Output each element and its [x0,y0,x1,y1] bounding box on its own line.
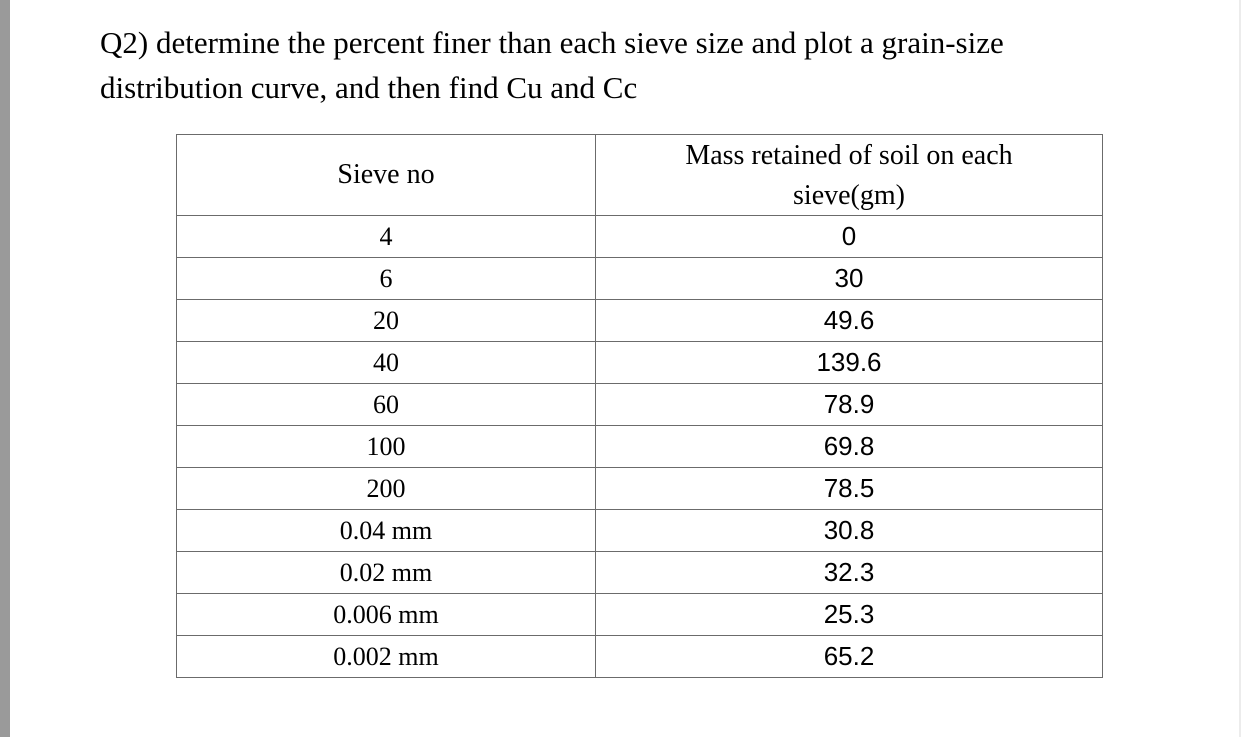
header-mass-line-2: sieve(gm) [793,180,905,211]
mass-cell: 69.8 [595,425,1103,468]
table-body: 4 0 6 30 20 49.6 40 139.6 60 78.9 100 69.8 200 78.5 0.… [176,215,1103,678]
question-line-1: Q2) determine the percent finer than eac… [100,25,1004,60]
table-row: 6 30 [176,257,1103,300]
mass-cell: 0 [595,215,1103,258]
mass-cell: 32.3 [595,551,1103,594]
sieve-table: Sieve no Mass retained of soil on each s… [176,134,1103,678]
mass-cell: 78.5 [595,467,1103,510]
table-row: 40 139.6 [176,341,1103,384]
sieve-cell: 6 [176,257,596,300]
header-mass-retained: Mass retained of soil on each sieve(gm) [595,134,1103,216]
table-row: 0.02 mm 32.3 [176,551,1103,594]
mass-cell: 30 [595,257,1103,300]
mass-cell: 78.9 [595,383,1103,426]
sieve-cell: 40 [176,341,596,384]
question-text: Q2) determine the percent finer than eac… [100,20,1200,110]
table-row: 0.04 mm 30.8 [176,509,1103,552]
question-line-2: distribution curve, and then find Cu and… [100,70,638,105]
sieve-cell: 100 [176,425,596,468]
mass-cell: 30.8 [595,509,1103,552]
sieve-cell: 200 [176,467,596,510]
sieve-cell: 0.006 mm [176,593,596,636]
sieve-cell: 20 [176,299,596,342]
mass-cell: 139.6 [595,341,1103,384]
mass-cell: 49.6 [595,299,1103,342]
right-edge [1239,0,1241,737]
sieve-cell: 4 [176,215,596,258]
table-row: 200 78.5 [176,467,1103,510]
sieve-cell: 0.02 mm [176,551,596,594]
sieve-cell: 0.04 mm [176,509,596,552]
table-row: 20 49.6 [176,299,1103,342]
sieve-cell: 60 [176,383,596,426]
mass-cell: 25.3 [595,593,1103,636]
header-sieve-no: Sieve no [176,134,596,216]
left-margin-bar [0,0,10,737]
table-row: 60 78.9 [176,383,1103,426]
sieve-cell: 0.002 mm [176,635,596,678]
mass-cell: 65.2 [595,635,1103,678]
table-header-row: Sieve no Mass retained of soil on each s… [176,134,1103,216]
table-row: 100 69.8 [176,425,1103,468]
table-row: 0.002 mm 65.2 [176,635,1103,678]
header-mass-line-1: Mass retained of soil on each [685,140,1013,171]
table-row: 0.006 mm 25.3 [176,593,1103,636]
